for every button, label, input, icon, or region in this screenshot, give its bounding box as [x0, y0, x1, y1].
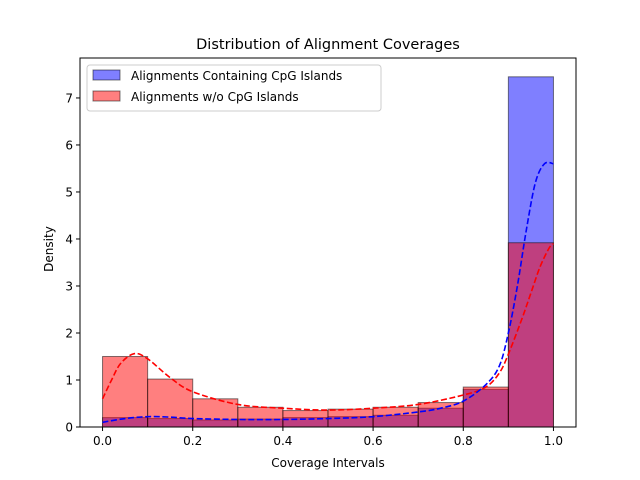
legend-swatch: [92, 90, 121, 102]
y-tick-label: 3: [65, 279, 73, 293]
histogram-bar: [372, 406, 419, 428]
histogram-bar: [237, 406, 284, 428]
legend: Alignments Containing CpG Islands Alignme…: [86, 64, 382, 112]
y-axis-label: Density: [42, 226, 56, 272]
plot-area: [79, 57, 577, 428]
legend-swatch: [92, 69, 121, 81]
series-2-bars: [102, 242, 554, 428]
legend-box: [86, 64, 382, 112]
x-axis: 0.0 0.2 0.4 0.6 0.8 1.0: [93, 427, 563, 448]
x-tick-label: 0.2: [183, 434, 202, 448]
y-tick-label: 6: [65, 138, 73, 152]
histogram-bar: [102, 355, 149, 428]
series-1-density-line: [102, 161, 554, 424]
y-tick-label: 2: [65, 326, 73, 340]
x-tick-label: 0.0: [93, 434, 112, 448]
x-tick-label: 0.4: [273, 434, 292, 448]
x-tick-label: 0.6: [364, 434, 383, 448]
y-tick-label: 7: [65, 91, 73, 105]
histogram-bar: [147, 378, 194, 428]
chart-title: Distribution of Alignment Coverages: [196, 37, 460, 53]
histogram-bar: [417, 402, 464, 428]
y-tick-label: 5: [65, 185, 73, 199]
x-tick-label: 1.0: [544, 434, 563, 448]
plot-frame: [79, 57, 577, 428]
y-tick-label: 1: [65, 373, 73, 387]
y-tick-label: 4: [65, 232, 73, 246]
x-axis-label: Coverage Intervals: [271, 456, 385, 470]
y-tick-label: 0: [65, 421, 73, 435]
series-1-bars: [102, 76, 554, 428]
y-axis: 0 1 2 3 4 5 6 7: [65, 91, 80, 435]
legend-label: Alignments w/o CpG Islands: [131, 90, 299, 104]
series-2-density-line: [101, 243, 555, 411]
x-tick-label: 0.8: [454, 434, 473, 448]
legend-label: Alignments Containing CpG Islands: [131, 69, 342, 83]
